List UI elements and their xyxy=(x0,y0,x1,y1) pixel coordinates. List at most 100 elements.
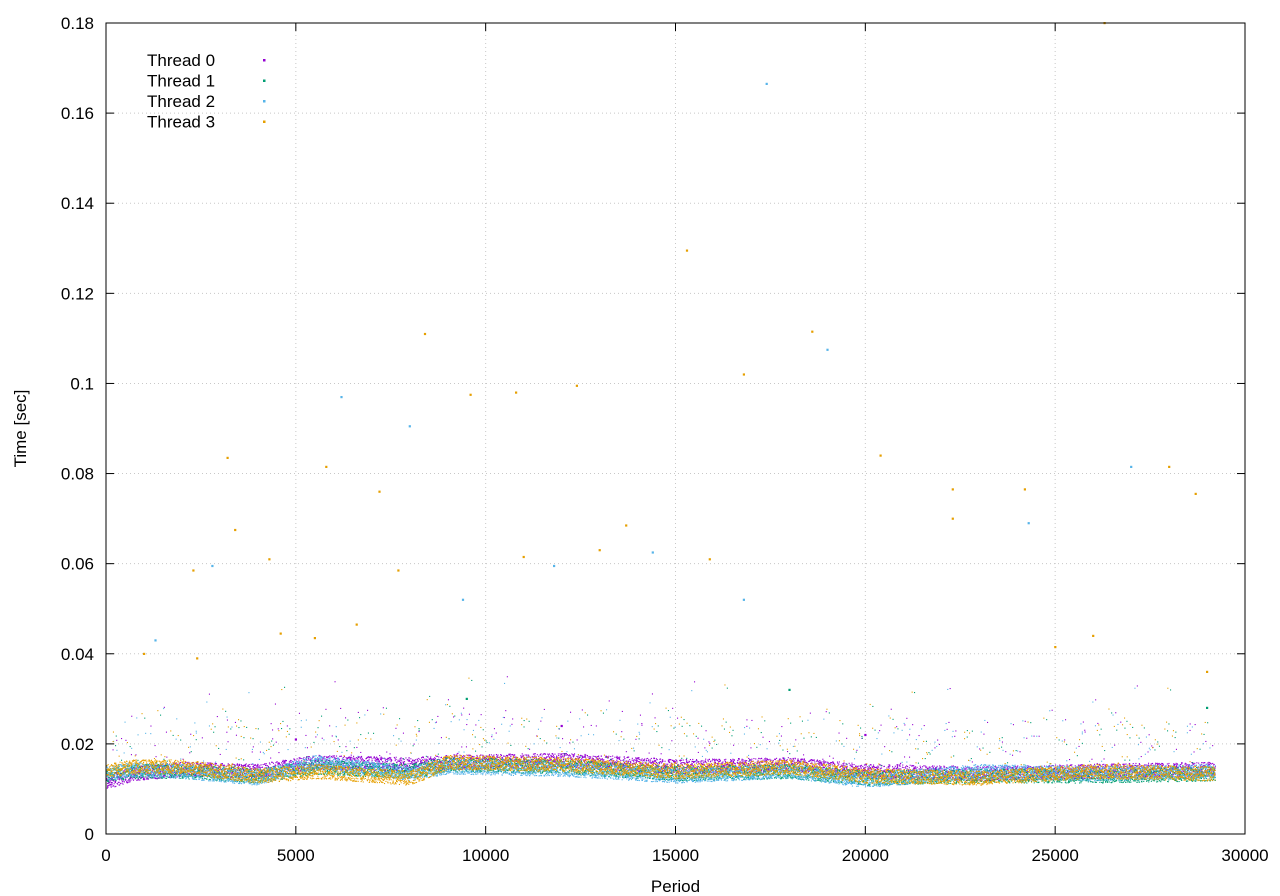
data-point xyxy=(318,763,320,765)
data-point xyxy=(342,756,344,758)
data-point xyxy=(117,781,119,783)
data-point xyxy=(703,762,705,764)
data-point xyxy=(141,765,143,767)
data-point xyxy=(684,773,686,775)
data-point xyxy=(848,762,850,764)
data-point xyxy=(870,773,872,775)
data-point xyxy=(830,762,832,764)
data-point xyxy=(197,762,199,764)
data-point xyxy=(649,761,651,763)
data-point xyxy=(857,771,859,773)
data-point xyxy=(218,776,220,778)
data-point xyxy=(684,773,686,775)
data-point xyxy=(906,768,908,770)
data-point xyxy=(868,766,870,768)
data-point xyxy=(577,756,579,758)
data-point xyxy=(859,765,861,767)
data-point xyxy=(955,730,957,732)
data-point xyxy=(880,772,882,774)
data-point xyxy=(381,758,383,760)
data-point xyxy=(357,759,359,761)
data-point xyxy=(863,767,865,769)
data-point xyxy=(470,757,472,759)
data-point xyxy=(932,778,934,780)
data-point xyxy=(582,759,584,761)
data-point xyxy=(140,770,142,772)
data-point xyxy=(248,776,250,778)
data-point xyxy=(753,763,755,765)
data-point xyxy=(630,762,632,764)
data-point xyxy=(779,758,781,760)
data-point xyxy=(783,757,785,759)
data-point xyxy=(583,756,585,758)
data-point xyxy=(114,786,116,788)
data-point xyxy=(655,760,657,762)
data-point xyxy=(833,761,835,763)
data-point xyxy=(732,758,734,760)
data-point xyxy=(737,766,739,768)
data-point xyxy=(408,758,410,760)
data-point xyxy=(448,764,450,766)
data-point xyxy=(161,767,163,769)
data-point xyxy=(261,766,263,768)
data-point xyxy=(942,769,944,771)
data-point xyxy=(449,766,451,768)
data-point xyxy=(556,755,558,757)
data-point xyxy=(737,759,739,761)
data-point xyxy=(287,764,289,766)
data-point xyxy=(836,761,838,763)
data-point xyxy=(376,758,378,760)
data-point xyxy=(408,768,410,770)
data-point xyxy=(435,766,437,768)
data-point xyxy=(945,767,947,769)
data-point xyxy=(853,764,855,766)
data-point xyxy=(530,760,532,762)
data-point xyxy=(290,760,292,762)
data-point xyxy=(284,760,286,762)
data-point xyxy=(590,724,592,726)
data-point xyxy=(478,768,480,770)
data-point xyxy=(672,759,674,761)
data-point xyxy=(776,757,778,759)
data-point xyxy=(278,752,280,754)
data-point xyxy=(299,769,301,771)
data-point xyxy=(226,719,228,721)
data-point xyxy=(888,767,890,769)
data-point xyxy=(641,771,643,773)
data-point xyxy=(720,771,722,773)
data-point xyxy=(150,773,152,775)
data-point xyxy=(855,766,857,768)
data-point xyxy=(245,763,247,765)
data-point xyxy=(257,764,259,766)
data-point xyxy=(408,760,410,762)
data-point xyxy=(292,762,294,764)
data-point xyxy=(462,757,464,759)
data-point xyxy=(943,765,945,767)
data-point xyxy=(565,753,567,755)
data-point xyxy=(922,778,924,780)
data-point xyxy=(206,762,208,764)
data-point xyxy=(717,761,719,763)
data-point xyxy=(726,763,728,765)
data-point xyxy=(819,760,821,762)
data-point xyxy=(791,763,793,765)
data-point xyxy=(404,769,406,771)
data-point xyxy=(421,761,423,763)
data-point xyxy=(468,713,470,715)
data-point xyxy=(538,755,540,757)
data-point xyxy=(580,759,582,761)
data-point xyxy=(756,761,758,763)
data-point xyxy=(188,772,190,774)
data-point xyxy=(366,756,368,758)
data-point xyxy=(561,753,563,755)
data-point xyxy=(301,760,303,762)
data-point xyxy=(326,757,328,759)
data-point xyxy=(846,737,848,739)
data-point xyxy=(354,759,356,761)
data-point xyxy=(870,768,872,770)
data-point xyxy=(254,767,256,769)
data-point xyxy=(913,767,915,769)
data-point xyxy=(336,755,338,757)
data-point xyxy=(764,760,766,762)
data-point xyxy=(728,764,730,766)
